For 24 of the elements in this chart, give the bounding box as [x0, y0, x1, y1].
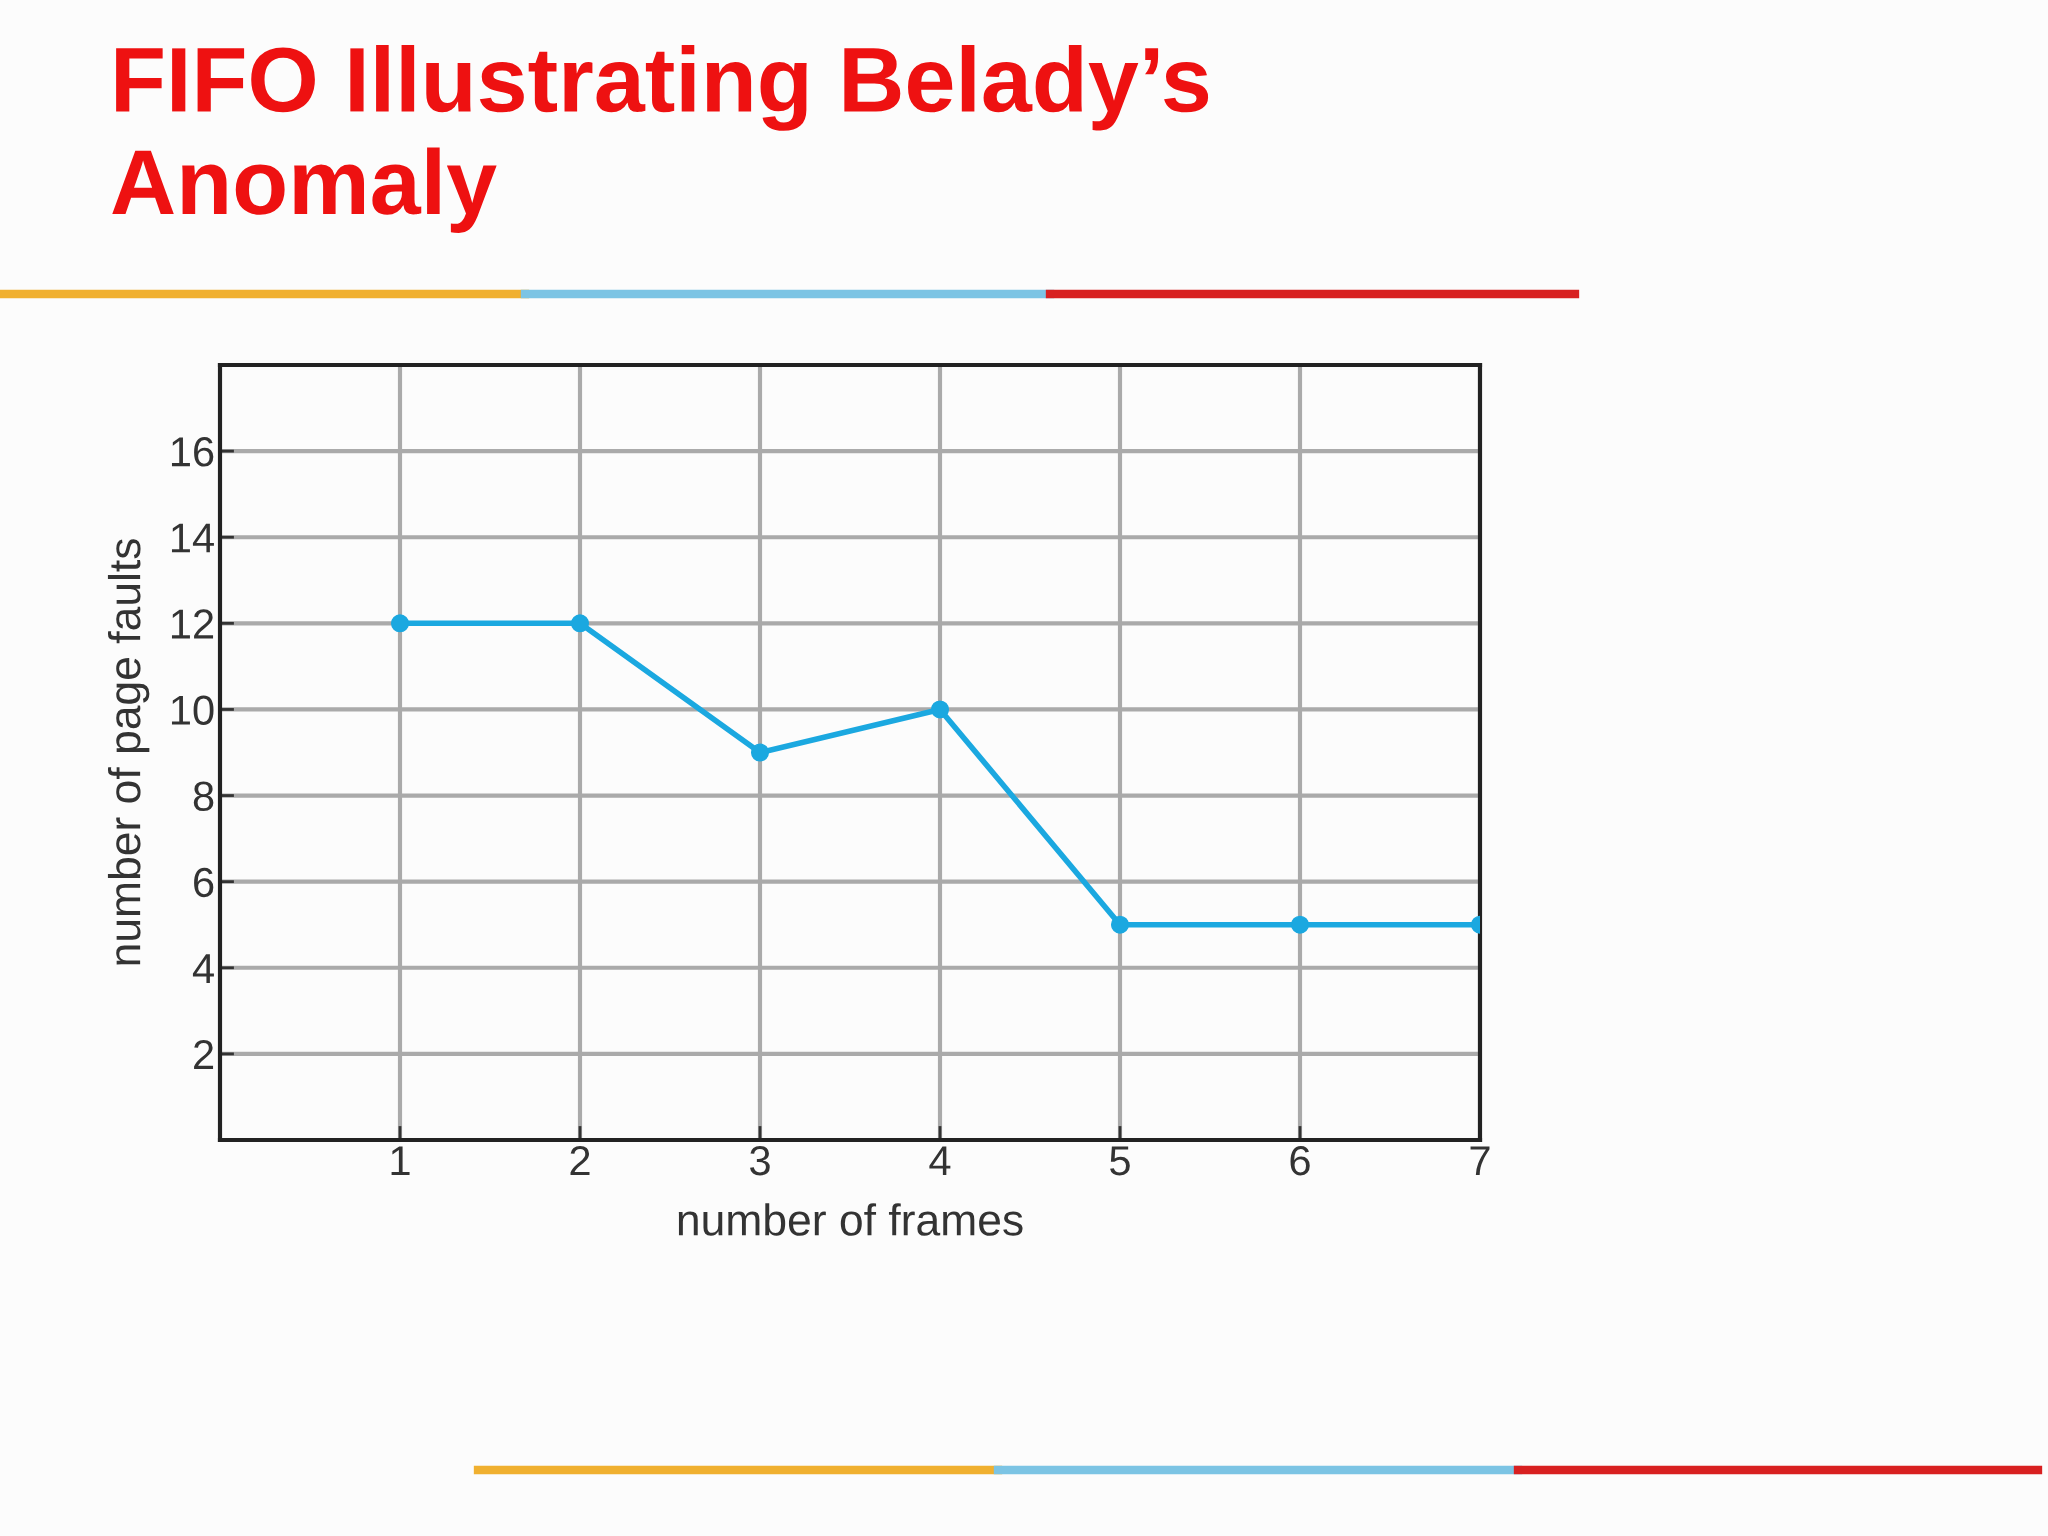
- x-tick-label: 3: [750, 1145, 770, 1176]
- y-tick-label: 8: [193, 781, 214, 812]
- point: [390, 614, 410, 633]
- y-tick-label: 10: [171, 695, 214, 725]
- y-tick-label: 14: [171, 523, 214, 553]
- x-tick-label: 7: [1470, 1146, 1490, 1176]
- y-tick-label: 2: [194, 1039, 214, 1069]
- y-tick-label: 4: [192, 954, 214, 983]
- x-tick-label: 6: [1290, 1145, 1310, 1176]
- x-tick-label: 2: [570, 1145, 590, 1176]
- y-tick-label: 6: [194, 867, 214, 898]
- y-tick-label: 16: [171, 437, 214, 467]
- y-axis-title: number of page faults: [107, 539, 150, 965]
- chart-title: FIFO Illustrating Belady’s Anomaly: [112, 45, 1209, 233]
- x-axis-title: number of frames: [678, 1203, 1023, 1236]
- x-tick-label: 5: [1110, 1146, 1130, 1176]
- point: [1110, 915, 1130, 934]
- x-tick-label: 4: [929, 1146, 951, 1176]
- x-tick-label: 1: [391, 1146, 410, 1176]
- y-tick-label: 12: [171, 609, 214, 639]
- point: [1290, 915, 1310, 934]
- point: [570, 614, 590, 633]
- point: [750, 743, 770, 762]
- point: [930, 700, 950, 719]
